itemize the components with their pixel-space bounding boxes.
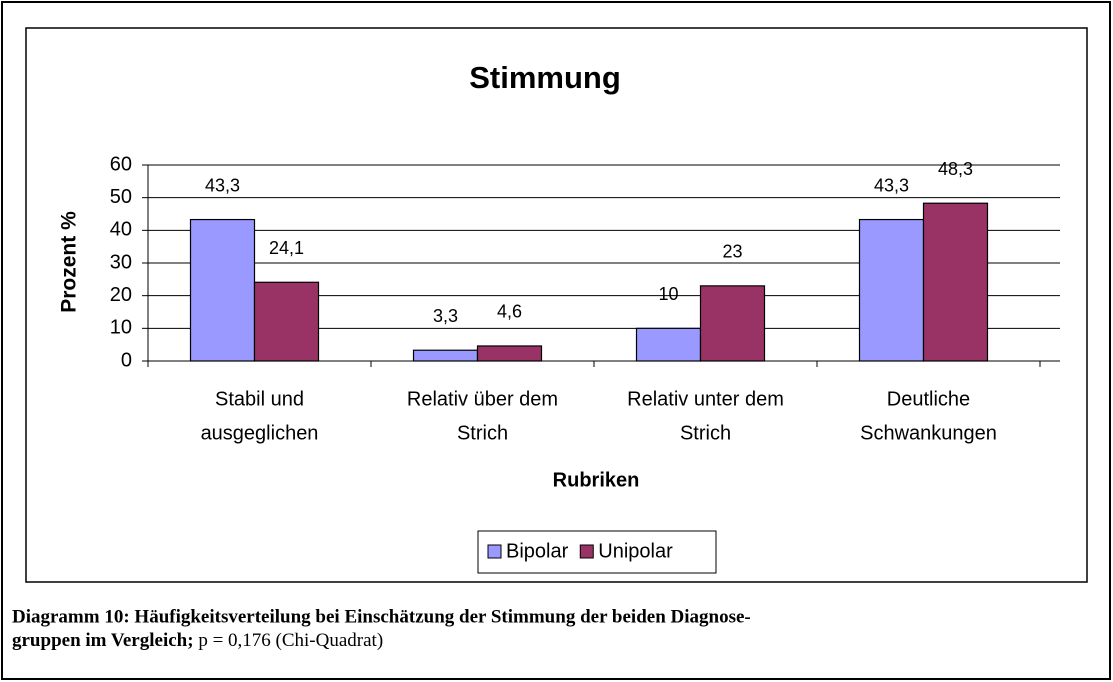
legend-swatch <box>579 544 594 559</box>
caption-bold: gruppen im Vergleich; <box>12 630 194 651</box>
x-tick-label: Strich <box>457 422 508 444</box>
bar <box>189 218 256 362</box>
bar <box>922 202 989 362</box>
value-label: 24,1 <box>269 238 304 258</box>
value-label: 43,3 <box>874 175 909 195</box>
bar <box>635 327 702 362</box>
bar <box>412 349 479 362</box>
bar <box>253 281 320 362</box>
caption-line: gruppen im Vergleich; p = 0,176 (Chi-Qua… <box>12 630 383 651</box>
bar <box>699 285 766 362</box>
y-tick-label: 50 <box>110 186 132 208</box>
value-label: 48,3 <box>938 159 973 179</box>
x-tick-label: Stabil und <box>215 388 304 410</box>
y-axis-label: Prozent % <box>58 211 81 313</box>
caption-line: Diagramm 10: Häufigkeitsverteilung bei E… <box>12 606 751 627</box>
y-tick-label: 60 <box>110 153 132 175</box>
legend <box>477 530 717 574</box>
x-tick-label: ausgeglichen <box>201 422 319 444</box>
value-label: 4,6 <box>497 302 522 322</box>
x-tick-label: Relativ über dem <box>407 388 558 410</box>
legend-swatch <box>487 544 502 559</box>
bar <box>858 218 925 362</box>
chart-title: Stimmung <box>469 60 621 95</box>
value-label: 23 <box>722 242 742 262</box>
y-tick-label: 40 <box>110 219 132 241</box>
value-label: 10 <box>658 284 678 304</box>
y-tick-label: 0 <box>121 349 132 371</box>
x-tick-label: Strich <box>680 422 731 444</box>
x-tick-label: Deutliche <box>887 388 970 410</box>
x-tick-label: Relativ unter dem <box>627 388 784 410</box>
x-axis-label: Rubriken <box>553 469 640 491</box>
y-tick-label: 10 <box>110 317 132 339</box>
value-label: 3,3 <box>433 306 458 326</box>
legend-label: Unipolar <box>598 540 673 562</box>
y-tick-label: 30 <box>110 251 132 273</box>
bar <box>476 345 543 362</box>
caption-note: p = 0,176 (Chi-Quadrat) <box>198 630 383 651</box>
value-label: 43,3 <box>205 175 240 195</box>
x-tick-label: Schwankungen <box>860 422 997 444</box>
y-tick-label: 20 <box>110 284 132 306</box>
legend-label: Bipolar <box>506 540 569 562</box>
